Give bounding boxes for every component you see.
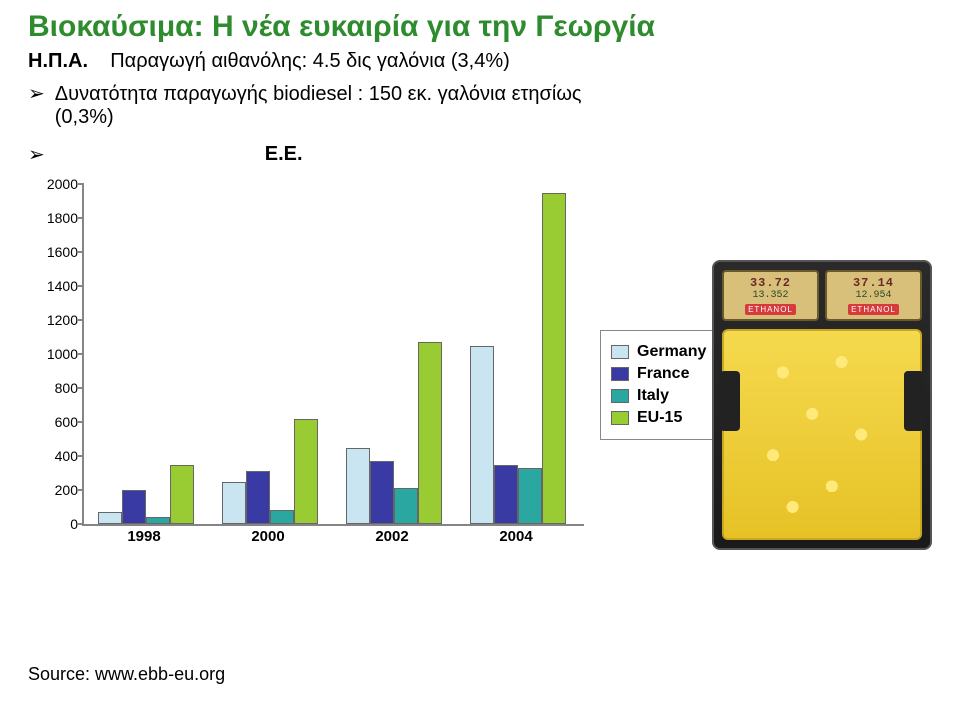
pump-gallons-right: 12.954: [829, 290, 918, 301]
bar-group: [98, 465, 194, 525]
x-tick-label: 2000: [251, 528, 284, 545]
corn-body: [722, 329, 922, 540]
bullet-text: Δυνατότητα παραγωγής biodiesel : 150 εκ.…: [55, 83, 615, 129]
y-tick-label: 1200: [47, 312, 78, 328]
y-tick-label: 2000: [47, 176, 78, 192]
y-tick-label: 1800: [47, 210, 78, 226]
pump-gallons-left: 13.352: [726, 290, 815, 301]
pump-price-right: 37.14: [829, 276, 918, 290]
pump-display-left: 33.72 13.352 ETHANOL: [722, 270, 819, 321]
y-tick-label: 800: [55, 380, 78, 396]
x-tick-label: 2002: [375, 528, 408, 545]
legend-swatch-icon: [611, 411, 629, 425]
y-tick-label: 600: [55, 414, 78, 430]
subtitle-text: Παραγωγή αιθανόλης: 4.5 δις γαλόνια (3,4…: [110, 50, 510, 72]
bar-eu-15: [418, 342, 442, 524]
legend-label: Germany: [637, 343, 706, 361]
subtitle-row: Η.Π.Α. Παραγωγή αιθανόλης: 4.5 δις γαλόν…: [28, 50, 932, 73]
legend-item: Germany: [611, 343, 706, 361]
legend-label: Italy: [637, 387, 669, 405]
page-title: Βιοκαύσιμα: Η νέα ευκαιρία για την Γεωργ…: [28, 10, 932, 44]
legend-label: EU-15: [637, 409, 682, 427]
x-tick-label: 2004: [499, 528, 532, 545]
pump-display-right: 37.14 12.954 ETHANOL: [825, 270, 922, 321]
legend-item: France: [611, 365, 706, 383]
bar-france: [494, 465, 518, 525]
bar-group: [346, 342, 442, 524]
legend-swatch-icon: [611, 345, 629, 359]
legend-item: Italy: [611, 387, 706, 405]
plot-area: [82, 184, 584, 526]
bullet-arrow-icon: ➢: [28, 144, 45, 166]
bar-germany: [346, 448, 370, 525]
nozzle-left-icon: [720, 371, 740, 431]
ee-label: Ε.Ε.: [265, 143, 303, 166]
legend-item: EU-15: [611, 409, 706, 427]
legend: Germany France Italy EU-15: [600, 330, 719, 440]
bar-germany: [98, 512, 122, 524]
bullet-biodiesel: ➢ Δυνατότητα παραγωγής biodiesel : 150 ε…: [28, 83, 932, 129]
bar-group: [222, 419, 318, 524]
ee-row: ➢ Ε.Ε.: [28, 143, 932, 166]
y-tick-label: 0: [70, 516, 78, 532]
bar-eu-15: [170, 465, 194, 525]
pump-fuel-left: ETHANOL: [745, 304, 796, 315]
bar-france: [122, 490, 146, 524]
bar-germany: [470, 346, 494, 525]
ethanol-pump-image: 33.72 13.352 ETHANOL 37.14 12.954 ETHANO…: [712, 260, 932, 550]
y-axis: 0200400600800100012001400160018002000: [28, 184, 82, 524]
legend-swatch-icon: [611, 367, 629, 381]
legend-swatch-icon: [611, 389, 629, 403]
bar-italy: [394, 488, 418, 524]
bar-eu-15: [294, 419, 318, 524]
bullet-arrow-icon: ➢: [28, 83, 45, 105]
y-tick-label: 1400: [47, 278, 78, 294]
legend-label: France: [637, 365, 689, 383]
bar-group: [470, 193, 566, 525]
bar-france: [370, 461, 394, 524]
pump-frame: 33.72 13.352 ETHANOL 37.14 12.954 ETHANO…: [712, 260, 932, 550]
y-tick-label: 1600: [47, 244, 78, 260]
bar-italy: [518, 468, 542, 524]
nozzle-right-icon: [904, 371, 924, 431]
x-tick-label: 1998: [127, 528, 160, 545]
y-tick-label: 200: [55, 482, 78, 498]
x-axis-labels: 1998 2000 2002 2004: [82, 528, 582, 548]
pump-displays: 33.72 13.352 ETHANOL 37.14 12.954 ETHANO…: [722, 270, 922, 321]
bar-germany: [222, 482, 246, 525]
bar-eu-15: [542, 193, 566, 525]
bar-italy: [146, 517, 170, 524]
bar-italy: [270, 510, 294, 524]
bar-chart: 0 200 400 600 800 1000 1200 1400 1600 1800 2000 19…: [28, 184, 608, 544]
source-citation: Source: www.ebb-eu.org: [28, 664, 225, 685]
y-tick-label: 1000: [47, 346, 78, 362]
hpa-label: Η.Π.Α.: [28, 50, 88, 72]
pump-fuel-right: ETHANOL: [848, 304, 899, 315]
y-tick-label: 400: [55, 448, 78, 464]
slide: Βιοκαύσιμα: Η νέα ευκαιρία για την Γεωργ…: [0, 0, 960, 705]
pump-price-left: 33.72: [726, 276, 815, 290]
bar-france: [246, 471, 270, 524]
